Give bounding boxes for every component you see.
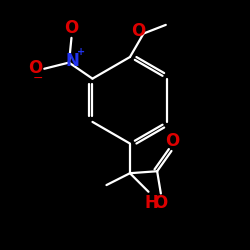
Text: O: O xyxy=(153,194,168,212)
Text: O: O xyxy=(131,22,145,40)
Text: +: + xyxy=(77,47,85,57)
Text: N: N xyxy=(66,52,80,70)
Text: O: O xyxy=(64,20,78,38)
Text: H: H xyxy=(144,194,158,212)
Text: O: O xyxy=(28,59,43,77)
Text: −: − xyxy=(33,72,43,85)
Text: O: O xyxy=(165,132,179,150)
